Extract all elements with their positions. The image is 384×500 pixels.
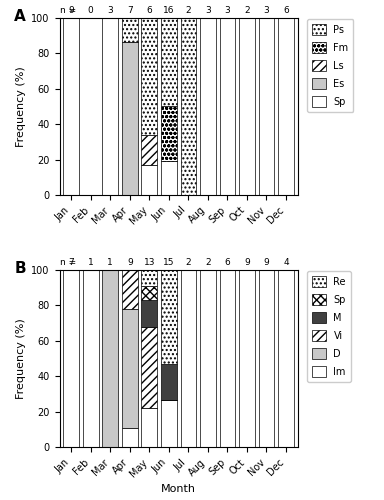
Text: 3: 3 — [225, 6, 230, 15]
Text: 9: 9 — [263, 258, 269, 267]
Bar — [122, 270, 137, 309]
Text: 3: 3 — [108, 6, 113, 15]
Text: 9: 9 — [68, 6, 74, 15]
Text: 6: 6 — [225, 258, 230, 267]
Bar — [63, 270, 79, 448]
Bar — [141, 270, 157, 286]
Legend: Re, Sp, M, Vi, D, Im: Re, Sp, M, Vi, D, Im — [307, 271, 351, 382]
Bar — [161, 364, 177, 400]
Bar — [141, 300, 157, 326]
Bar — [122, 42, 137, 195]
Bar — [258, 18, 274, 195]
Bar — [258, 270, 274, 448]
Text: 0: 0 — [88, 6, 94, 15]
Bar — [161, 106, 177, 162]
Bar — [220, 270, 235, 448]
Bar — [141, 135, 157, 165]
Bar — [278, 18, 294, 195]
Bar — [161, 162, 177, 195]
Y-axis label: Frequency (%): Frequency (%) — [16, 66, 26, 146]
Y-axis label: Frequency (%): Frequency (%) — [16, 318, 26, 399]
Bar — [180, 18, 196, 195]
Bar — [122, 309, 137, 428]
Bar — [161, 400, 177, 448]
Text: 15: 15 — [163, 258, 175, 267]
Bar — [239, 270, 255, 448]
Text: 13: 13 — [144, 258, 155, 267]
Text: 6: 6 — [283, 6, 289, 15]
Bar — [220, 18, 235, 195]
Text: 9: 9 — [127, 258, 132, 267]
Text: 3: 3 — [205, 6, 211, 15]
Bar — [161, 18, 177, 106]
Bar — [122, 18, 137, 42]
Bar — [103, 18, 118, 195]
Bar — [103, 270, 118, 448]
Bar — [278, 270, 294, 448]
X-axis label: Month: Month — [161, 484, 196, 494]
Bar — [200, 18, 216, 195]
Bar — [83, 270, 99, 448]
Text: 9: 9 — [244, 258, 250, 267]
Bar — [141, 326, 157, 408]
Bar — [141, 286, 157, 300]
Legend: Ps, Fm, Ls, Es, Sp: Ps, Fm, Ls, Es, Sp — [307, 19, 353, 112]
Text: 7: 7 — [68, 258, 74, 267]
Text: 16: 16 — [163, 6, 175, 15]
Text: 6: 6 — [146, 6, 152, 15]
Text: 2: 2 — [185, 258, 191, 267]
Text: 2: 2 — [244, 6, 250, 15]
Text: 2: 2 — [185, 6, 191, 15]
Bar — [161, 270, 177, 364]
Bar — [200, 270, 216, 448]
Text: n =: n = — [60, 6, 76, 15]
Bar — [122, 428, 137, 448]
Text: 1: 1 — [108, 258, 113, 267]
Text: 7: 7 — [127, 6, 132, 15]
Text: A: A — [14, 8, 26, 24]
Bar — [239, 18, 255, 195]
Bar — [180, 270, 196, 448]
Text: 1: 1 — [88, 258, 94, 267]
Bar — [141, 165, 157, 195]
Bar — [141, 18, 157, 135]
Text: 2: 2 — [205, 258, 211, 267]
Bar — [63, 18, 79, 195]
Text: n =: n = — [60, 258, 76, 267]
Text: 3: 3 — [263, 6, 269, 15]
Text: 4: 4 — [283, 258, 289, 267]
Bar — [141, 408, 157, 448]
Text: B: B — [14, 261, 26, 276]
